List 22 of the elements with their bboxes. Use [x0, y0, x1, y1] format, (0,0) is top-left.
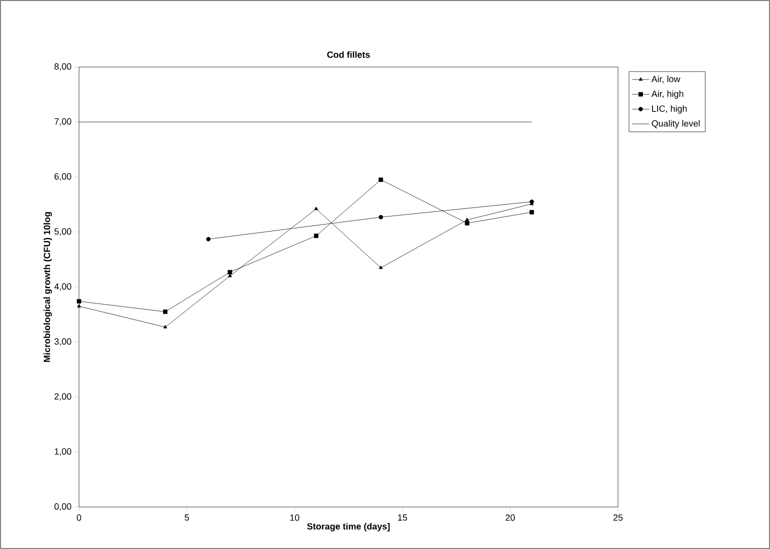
legend-label: Quality level [652, 120, 700, 128]
x-tick-label: 20 [506, 514, 515, 521]
x-tick-label: 15 [398, 514, 408, 521]
y-tick-label: 3,00 [54, 338, 72, 346]
x-tick-label: 25 [613, 514, 623, 521]
y-tick-label: 6,00 [54, 173, 72, 181]
y-tick-label: 8,00 [54, 63, 72, 71]
y-axis-title: Microbiological growth (CFU) 10log [44, 212, 52, 362]
x-tick-label: 5 [184, 514, 189, 521]
legend-label: Air, low [651, 76, 680, 84]
legend-label: LIC, high [652, 105, 687, 114]
chart-title: Cod fillets [327, 51, 370, 58]
y-tick-label: 1,00 [54, 448, 72, 456]
x-tick-label: 0 [76, 514, 82, 521]
y-tick-label: 4,00 [54, 283, 72, 291]
y-tick-label: 5,00 [54, 228, 72, 236]
y-tick-label: 2,00 [54, 393, 72, 401]
y-tick-label: 0,00 [54, 503, 72, 511]
x-tick-label: 10 [290, 514, 300, 521]
legend-label: Air, high [651, 90, 684, 99]
y-tick-label: 7,00 [54, 118, 72, 126]
x-axis-title: Storage time (days] [307, 522, 390, 532]
